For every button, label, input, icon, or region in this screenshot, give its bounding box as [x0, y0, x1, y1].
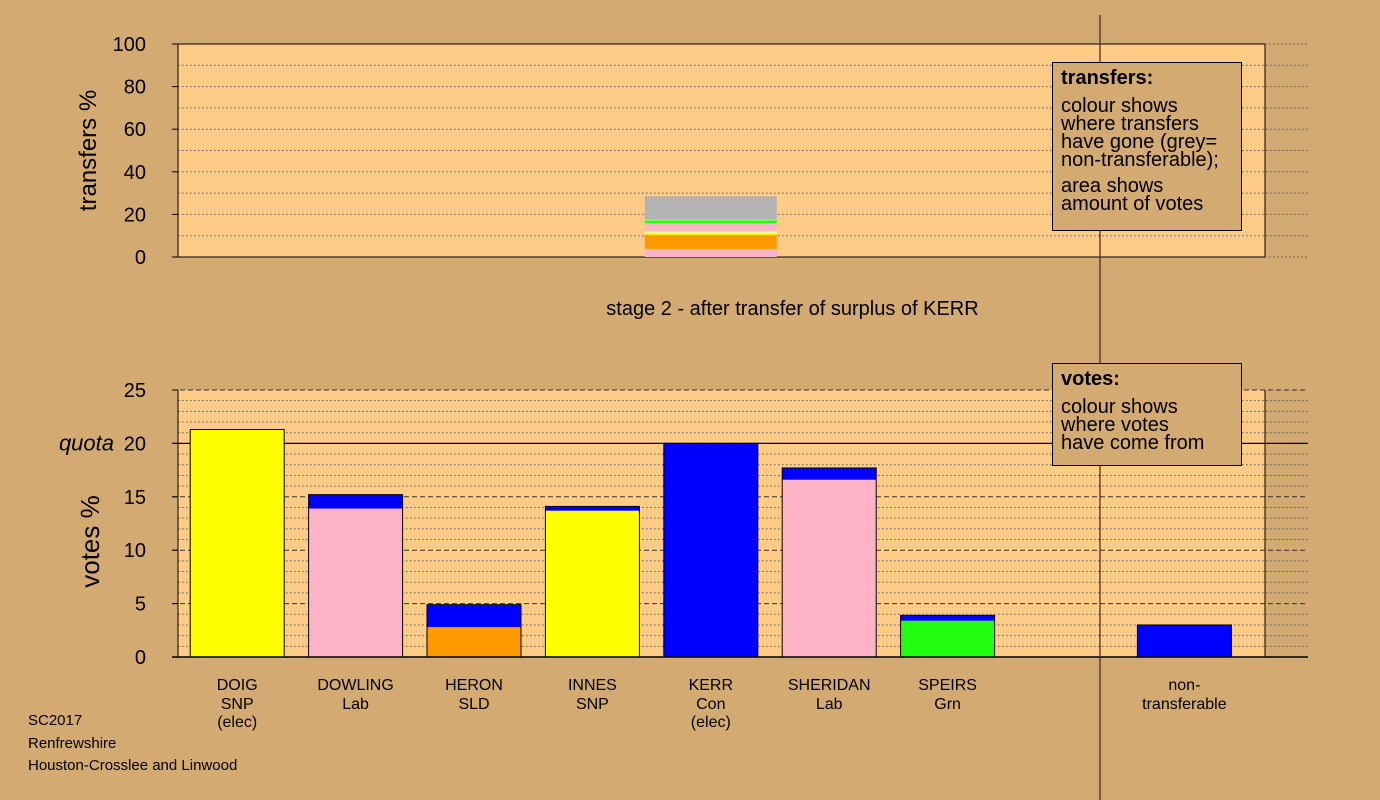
category-label-name: DOWLING [317, 677, 393, 694]
legend-transfers-line: area shows [1061, 175, 1164, 197]
footer-ward: Houston-Crosslee and Linwood [28, 757, 238, 774]
vote-bar-segment [545, 506, 640, 511]
category-label-name: DOIG [217, 677, 258, 694]
legend-transfers: transfers: colour shows where transfers … [1052, 62, 1242, 231]
category-label-party: SLD [458, 696, 489, 713]
transfers-y-tick-label: 60 [124, 119, 146, 141]
votes-y-tick-label: 20 [124, 433, 146, 455]
vote-bar-segment [427, 627, 521, 657]
votes-y-tick-label: 15 [124, 487, 146, 509]
category-label-name: non- [1168, 677, 1200, 694]
legend-votes-title: votes: [1061, 368, 1120, 390]
legend-votes-line: colour shows [1061, 396, 1178, 418]
legend-transfers-title: transfers: [1061, 67, 1154, 89]
transfer-segment [644, 231, 777, 234]
category-label-party: Lab [816, 696, 843, 713]
footer-council: Renfrewshire [28, 735, 117, 752]
votes-y-tick-label: 0 [135, 647, 146, 669]
vote-bar-segment [782, 479, 877, 657]
vote-bar-segment [1137, 624, 1232, 657]
votes-y-axis-label: votes % [75, 495, 105, 588]
category-label-party: transferable [1142, 696, 1227, 713]
transfers-y-axis-label: transfers % [75, 90, 102, 211]
vote-bar-segment [308, 508, 403, 657]
vote-bar-segment [900, 620, 995, 657]
stage-title: stage 2 - after transfer of surplus of K… [606, 298, 978, 320]
category-label-name: INNES [568, 677, 617, 694]
transfer-segment [644, 235, 777, 249]
transfer-segment [644, 248, 777, 257]
legend-votes: votes: colour shows where votes have com… [1052, 363, 1242, 466]
footer-election: SC2017 [28, 712, 83, 729]
transfer-segment [644, 223, 777, 232]
category-label-name: SPEIRS [918, 677, 977, 694]
legend-votes-line: have come from [1061, 432, 1205, 454]
category-label-party: Con [696, 696, 725, 713]
legend-transfers-line: amount of votes [1061, 193, 1204, 215]
vote-bar-segment [190, 429, 285, 657]
vote-bar-segment [308, 494, 403, 509]
category-label-name: HERON [445, 677, 503, 694]
category-label-name: KERR [689, 677, 733, 694]
category-label-name: SHERIDAN [788, 677, 871, 694]
votes-y-tick-label: 25 [124, 380, 146, 402]
transfer-segment [644, 220, 777, 224]
transfer-segment [644, 219, 777, 221]
category-label-party: Lab [342, 696, 369, 713]
vote-bar-segment [427, 604, 521, 628]
transfers-y-tick-label: 40 [124, 162, 146, 184]
category-label-note: (elec) [217, 714, 257, 731]
transfer-segment [644, 196, 777, 220]
vote-bar-segment [900, 615, 995, 621]
legend-transfers-line: non-transferable); [1061, 149, 1219, 171]
category-label-party: SNP [576, 696, 609, 713]
category-label-note: (elec) [691, 714, 731, 731]
category-label-party: Grn [934, 696, 961, 713]
transfers-y-tick-label: 80 [124, 77, 146, 99]
transfers-y-tick-label: 20 [124, 204, 146, 226]
legend-transfers-line: where transfers [1061, 113, 1199, 135]
transfer-segment [644, 233, 777, 236]
legend-transfers-line: have gone (grey= [1061, 131, 1218, 153]
legend-votes-line: where votes [1061, 414, 1169, 436]
vote-bar-segment [545, 510, 640, 657]
vote-bar-segment [663, 443, 758, 657]
vote-bar-segment [782, 467, 877, 480]
transfers-y-tick-label: 0 [135, 247, 146, 269]
legend-transfers-line: colour shows [1061, 95, 1178, 117]
category-label-party: SNP [221, 696, 254, 713]
votes-y-tick-label: 10 [124, 540, 146, 562]
votes-y-tick-label: 5 [135, 594, 146, 616]
quota-label: quota [59, 430, 114, 455]
transfers-y-tick-label: 100 [113, 34, 146, 56]
